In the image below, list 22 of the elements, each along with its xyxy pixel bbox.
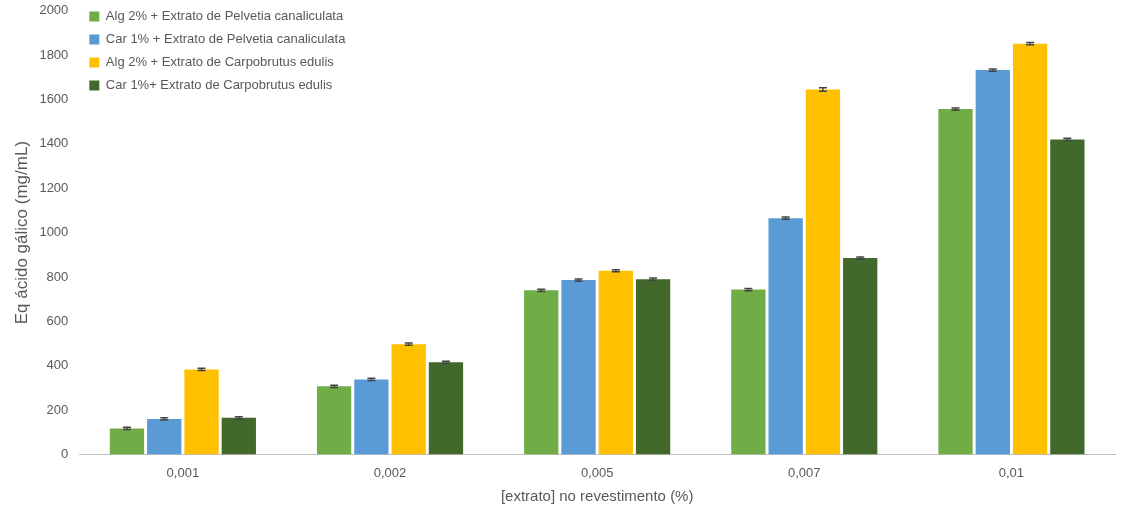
y-tick-label: 400 bbox=[46, 357, 69, 373]
y-tick-label: 800 bbox=[46, 268, 69, 284]
x-tick-label: 0,005 bbox=[580, 464, 614, 480]
y-tick-label: 0 bbox=[61, 445, 69, 461]
x-tick-label: 0,01 bbox=[998, 464, 1025, 480]
y-tick-label: 2000 bbox=[39, 2, 69, 18]
y-tick-label: 1200 bbox=[39, 179, 69, 195]
y-tick-label: 1400 bbox=[39, 135, 69, 151]
x-tick-label: 0,002 bbox=[373, 464, 407, 480]
x-tick-label: 0,001 bbox=[166, 464, 200, 480]
legend-label: Car 1% + Extrato de Pelvetia canaliculata bbox=[105, 31, 347, 47]
x-tick-label: 0,007 bbox=[788, 464, 821, 480]
y-tick-label: 1600 bbox=[39, 91, 69, 107]
y-tick-label: 600 bbox=[46, 312, 69, 328]
y-tick-label: 1000 bbox=[39, 224, 69, 240]
legend-label: Alg 2% + Extrato de Carpobrutus edulis bbox=[105, 54, 335, 70]
y-tick-label: 1800 bbox=[39, 46, 69, 62]
legend-label: Car 1%+ Extrato de Carpobrutus edulis bbox=[105, 77, 333, 93]
x-axis-title: [extrato] no revestimento (%) bbox=[500, 487, 694, 505]
legend-label: Alg 2% + Extrato de Pelvetia canaliculata bbox=[105, 8, 344, 24]
y-axis-title: Eq ácido gálico (mg/mL) bbox=[11, 140, 31, 325]
y-tick-label: 200 bbox=[46, 401, 69, 417]
